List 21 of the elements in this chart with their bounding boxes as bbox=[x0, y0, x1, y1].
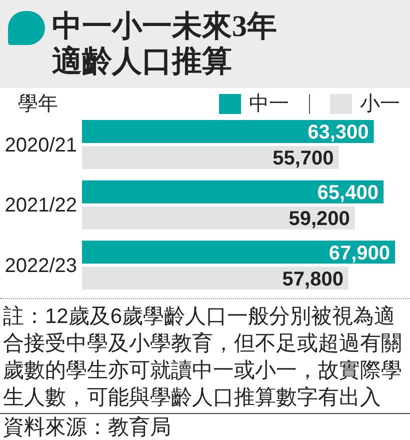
data-label: 63,300 bbox=[308, 122, 369, 144]
bar bbox=[82, 120, 374, 143]
data-label: 59,200 bbox=[288, 208, 350, 230]
bar bbox=[82, 266, 348, 290]
data-label: 55,700 bbox=[272, 148, 334, 170]
data-label: 65,400 bbox=[317, 182, 378, 204]
bar bbox=[82, 146, 339, 169]
bar bbox=[82, 180, 384, 204]
y-axis-title: 學年 bbox=[18, 92, 58, 116]
y-tick-label: 2020/21 bbox=[4, 134, 77, 156]
bar bbox=[82, 206, 355, 230]
legend-label: 小一 bbox=[360, 92, 400, 116]
source-note: 資料來源：教育局 bbox=[3, 416, 171, 440]
y-tick-label: 2021/22 bbox=[4, 194, 77, 217]
chart-title: 中一小一未來3年適齡人口推算 bbox=[52, 9, 278, 79]
legend-label: 中一 bbox=[249, 92, 289, 116]
bar bbox=[82, 240, 395, 264]
data-label: 57,800 bbox=[282, 268, 344, 290]
y-tick-label: 2022/23 bbox=[4, 254, 77, 277]
data-label: 67,900 bbox=[328, 242, 390, 264]
text: 註：12歲及6歲學齡人口一般分別被視為適合接受中學及小學教育，但不足或超過有關歲數的學生亦可就讀中一或小一，故實際學生人數，可能與學齡人口推算數字有出入 bbox=[3, 304, 403, 411]
